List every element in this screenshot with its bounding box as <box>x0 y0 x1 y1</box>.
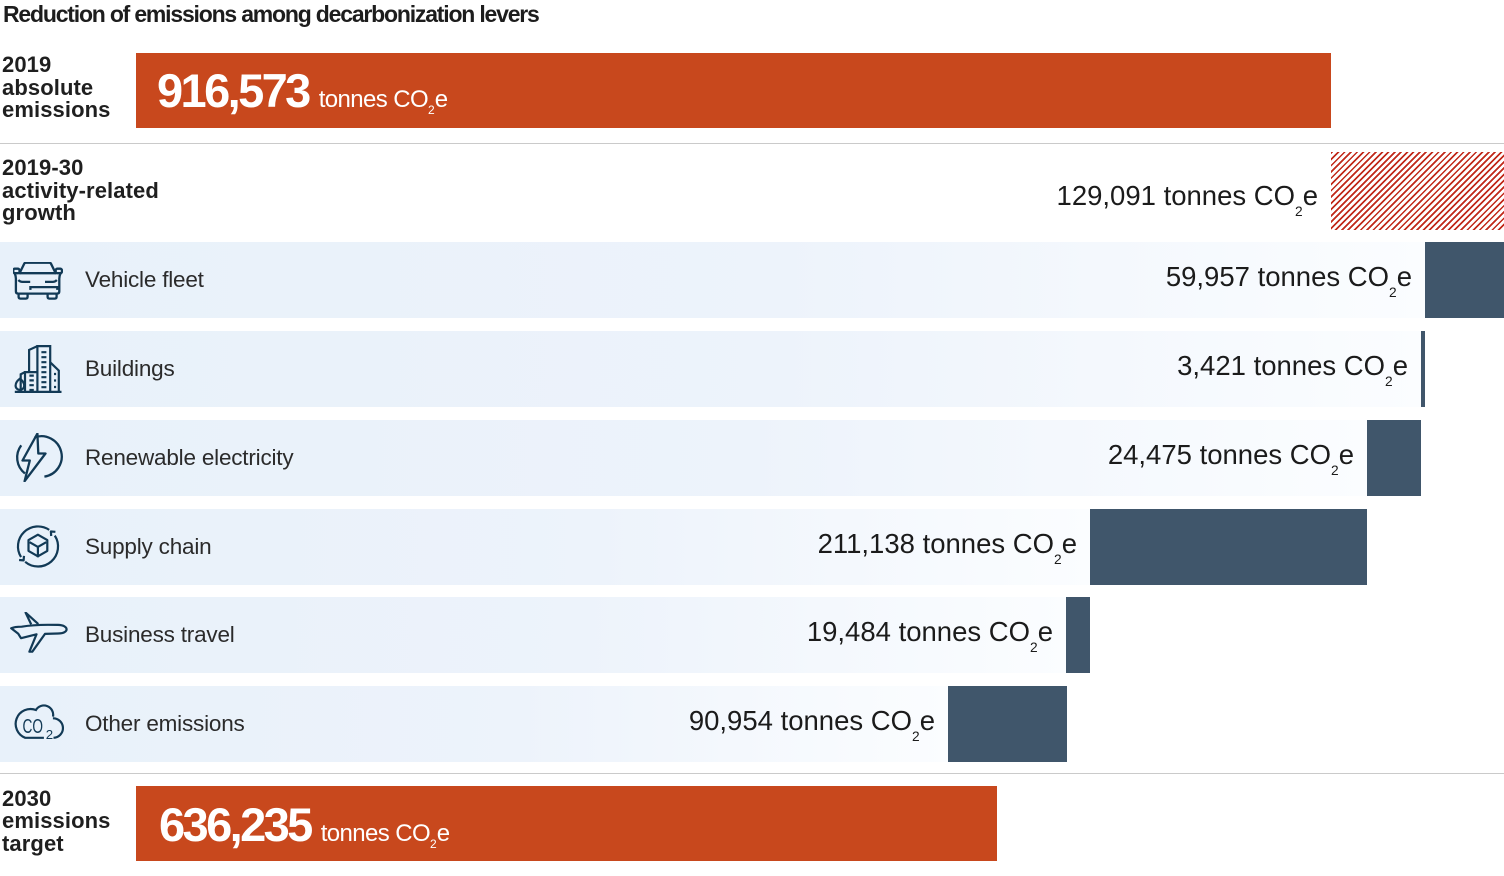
svg-text:CO: CO <box>23 715 44 738</box>
svg-text:2: 2 <box>46 728 53 740</box>
